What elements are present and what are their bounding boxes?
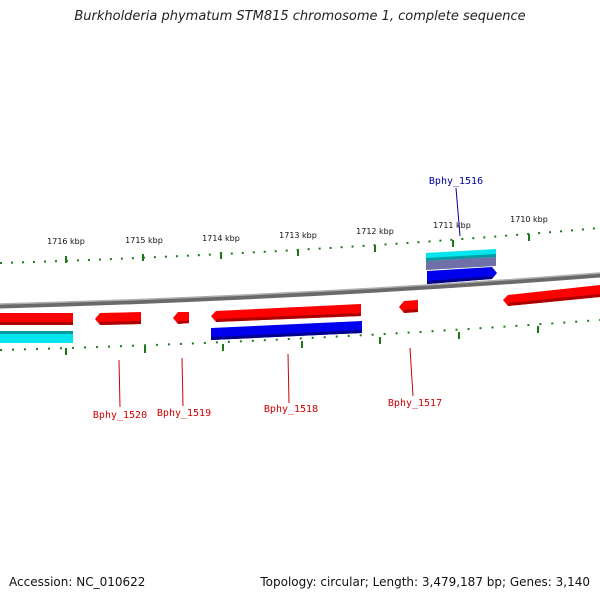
scale-label: 1711 kbp [433, 221, 471, 230]
gene-bphy-1518-reverse[interactable] [211, 321, 362, 340]
gene-bphy-1518[interactable] [211, 304, 361, 322]
scale-label: 1715 kbp [125, 236, 163, 245]
leader-line [455, 187, 461, 237]
gene-right-edge[interactable] [503, 285, 600, 306]
inner-tick-ring [0, 319, 600, 355]
scale-label: 1714 kbp [202, 234, 240, 243]
leader-line [118, 359, 121, 408]
gene-bphy-1517[interactable] [399, 300, 418, 313]
leader-line [409, 347, 414, 397]
cds-left-cyan[interactable] [0, 331, 73, 343]
gene-bphy-1519[interactable] [173, 312, 189, 324]
scale-label: 1712 kbp [356, 227, 394, 236]
scale-label: 1710 kbp [510, 215, 548, 224]
topology-summary: Topology: circular; Length: 3,479,187 bp… [260, 575, 590, 589]
gene-label[interactable]: Bphy_1517 [388, 398, 442, 409]
accession-text: Accession: NC_010622 [9, 575, 146, 589]
genome-backbone [0, 272, 600, 309]
leader-line [287, 353, 290, 404]
gene-label[interactable]: Bphy_1518 [264, 404, 318, 415]
gene-bphy-1520[interactable] [95, 312, 141, 325]
gene-label[interactable]: Bphy_1519 [157, 408, 211, 419]
map-title: Burkholderia phymatum STM815 chromosome … [74, 9, 526, 24]
gene-bphy-1516[interactable] [426, 249, 497, 284]
gene-label[interactable]: Bphy_1516 [429, 176, 483, 187]
gene-bphy-1520-left[interactable] [0, 313, 73, 325]
outer-tick-ring [0, 227, 600, 264]
gene-label[interactable]: Bphy_1520 [93, 410, 147, 421]
scale-label: 1716 kbp [47, 237, 85, 246]
scale-label: 1713 kbp [279, 231, 317, 240]
leader-line [181, 357, 184, 407]
